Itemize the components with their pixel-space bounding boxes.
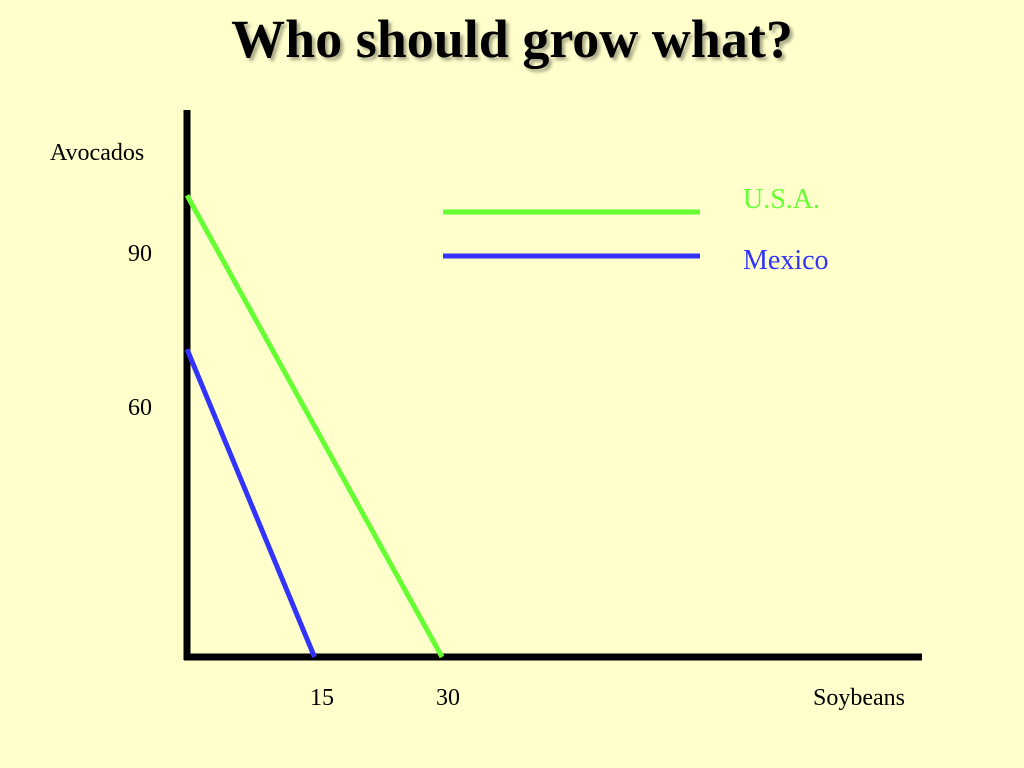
y-axis-label: Avocados [50,140,144,166]
legend-label-usa: U.S.A. [743,184,820,215]
y-tick-label-90: 90 [128,241,152,267]
series-line-usa [184,194,445,659]
series-line-mexico [184,348,317,658]
x-tick-label-30: 30 [436,685,460,711]
x-axis-label: Soybeans [813,685,905,711]
legend-label-mexico: Mexico [743,245,829,276]
page-title: Who should grow what? [231,9,793,69]
y-tick-label-60: 60 [128,395,152,421]
x-tick-label-15: 15 [310,685,334,711]
